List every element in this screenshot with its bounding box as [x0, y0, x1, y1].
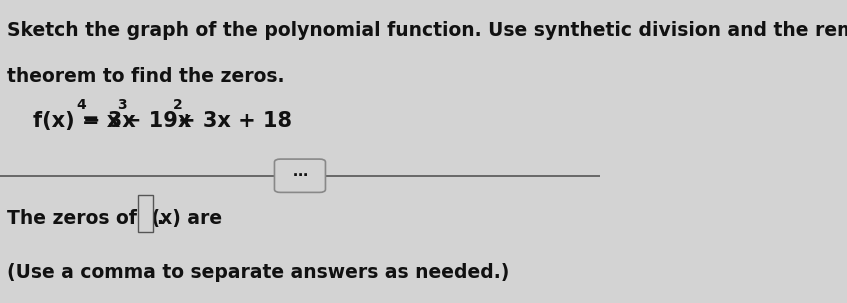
- Text: f(x) = x: f(x) = x: [33, 111, 120, 131]
- Text: ⋯: ⋯: [292, 168, 307, 183]
- FancyBboxPatch shape: [138, 195, 153, 232]
- FancyBboxPatch shape: [274, 159, 325, 192]
- Text: − 3x: − 3x: [83, 111, 136, 131]
- Text: 3: 3: [118, 98, 127, 112]
- Text: (Use a comma to separate answers as needed.): (Use a comma to separate answers as need…: [7, 263, 510, 282]
- Text: The zeros of f(x) are: The zeros of f(x) are: [7, 209, 222, 228]
- Text: .: .: [156, 209, 163, 228]
- Text: + 3x + 18: + 3x + 18: [178, 111, 292, 131]
- Text: theorem to find the zeros.: theorem to find the zeros.: [7, 67, 285, 86]
- Text: 4: 4: [77, 98, 86, 112]
- Text: − 19x: − 19x: [124, 111, 191, 131]
- Text: 2: 2: [173, 98, 182, 112]
- Text: Sketch the graph of the polynomial function. Use synthetic division and the rema: Sketch the graph of the polynomial funct…: [7, 21, 847, 40]
